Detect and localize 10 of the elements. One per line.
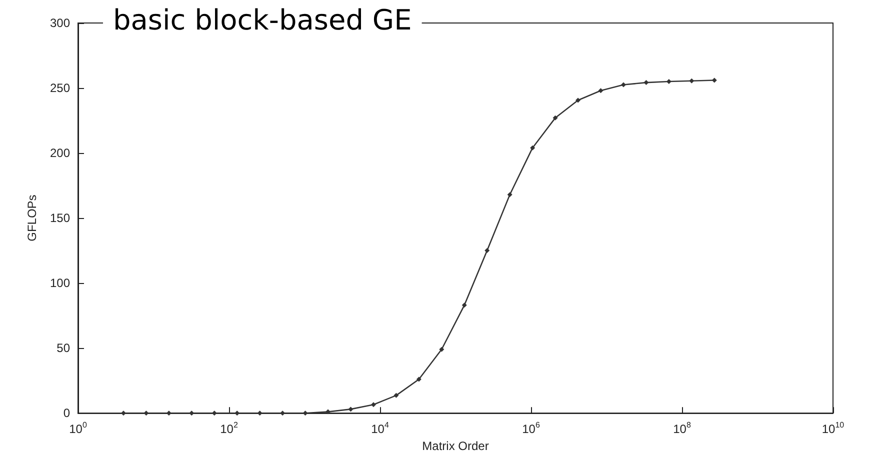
y-tick-label: 100 bbox=[50, 276, 70, 290]
y-axis-title: GFLOPs bbox=[25, 194, 39, 242]
x-axis-title: Matrix Order bbox=[422, 439, 489, 453]
chart-title: basic block-based GE bbox=[113, 4, 412, 36]
y-tick-label: 200 bbox=[50, 146, 70, 160]
y-tick-label: 250 bbox=[50, 81, 70, 96]
y-tick-label: 50 bbox=[56, 341, 70, 356]
y-tick-label: 0 bbox=[63, 406, 70, 420]
y-tick-label: 150 bbox=[50, 211, 70, 226]
y-tick-label: 300 bbox=[50, 16, 70, 30]
